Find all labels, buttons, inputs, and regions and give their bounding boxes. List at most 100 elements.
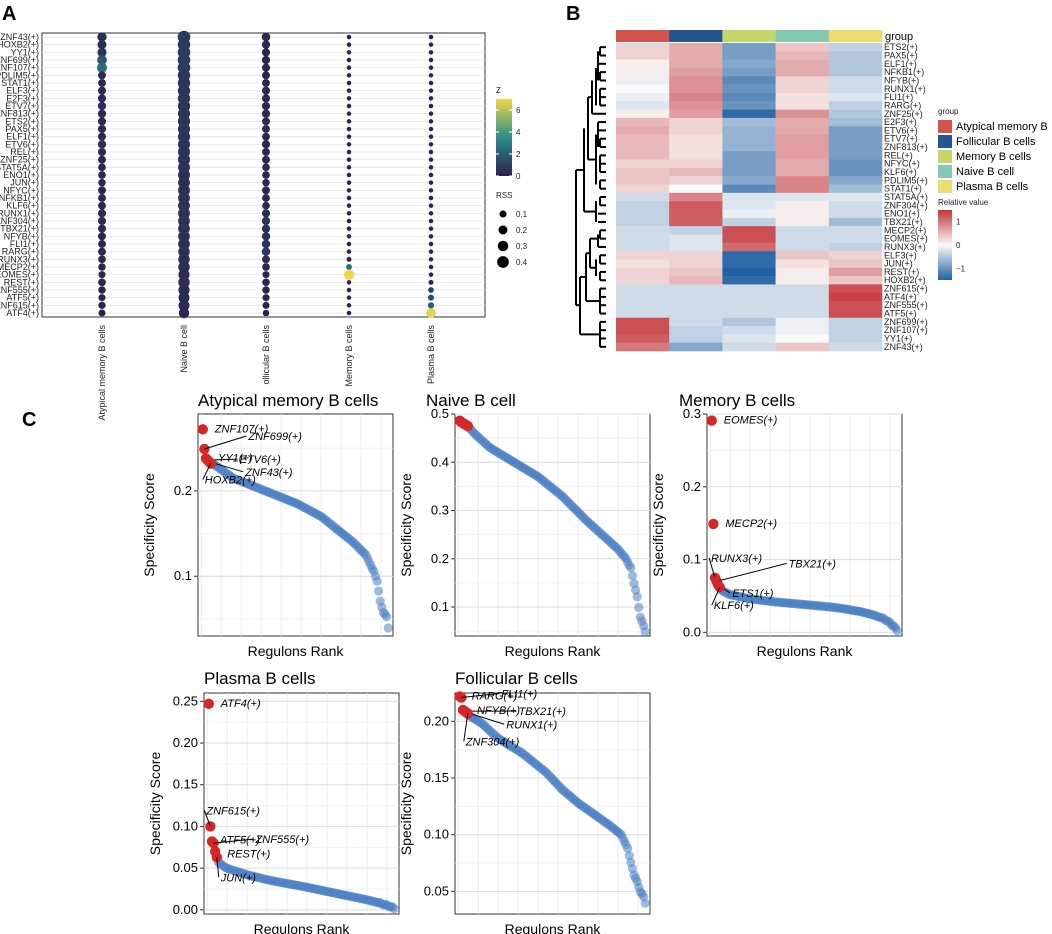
y-tick-label: 0.20 [173,735,198,750]
heatmap-cell [828,117,883,127]
heatmap-cell [828,284,883,294]
heatmap-cell [722,309,776,319]
dot-point [428,211,434,216]
heatmap-cell [828,192,883,202]
heatmap-cell [616,284,670,294]
x-axis-label: Regulons Rank [757,643,854,659]
heatmap-row-label: ZNF555(+) [884,300,928,310]
dot-point [346,157,352,162]
top-regulon-point [203,698,214,710]
dot-point [346,111,352,116]
dot-point [261,40,271,49]
y-tick-label: 0.3 [431,503,449,518]
heatmap-cell [722,67,776,77]
heatmap-cell [775,134,830,144]
dot-point [262,263,270,271]
row-label: ENO1(+) [3,170,39,180]
dot-point [346,287,352,293]
row-label: ETV6(+) [5,139,39,149]
heatmap-cell [722,301,776,310]
top-regulon-label: TBX21(+) [789,558,837,570]
dot-point [97,124,107,134]
dot-point [98,232,106,241]
group-annotation-cell [616,30,670,42]
row-label: RUNX1(+) [0,208,39,218]
heatmap-cell [775,309,830,319]
heatmap-cell [616,84,670,94]
dot-point [262,294,270,302]
dot-point [98,309,106,317]
heatmap-cell [722,326,776,335]
rss-legend-label: 0.3 [516,242,528,251]
heatmap-cell [616,259,670,269]
group-legend-swatch [938,180,952,193]
heatmap-cell [828,59,883,69]
dot-point [346,303,352,308]
row-label: ELF1(+) [6,132,39,142]
dot-point [262,155,270,164]
row-label: PAX5(+) [5,124,39,134]
dot-point [262,255,270,264]
dot-point [428,88,434,93]
group-legend-swatch [938,150,952,163]
dot-point [428,180,434,185]
dot-point [262,278,270,287]
row-label: EOMES(+) [0,270,39,280]
heatmap-cell [669,226,723,235]
heatmap-cell [828,184,883,194]
heatmap-cell [616,217,670,227]
dot-point [346,73,352,78]
heatmap-cell [722,234,776,244]
heatmap-cell [669,117,723,127]
heatmap-row-label: EOMES(+) [884,234,928,244]
group-legend-label: Follicular B cells [956,136,1036,148]
top-regulon-label: ZNF107(+) [214,423,269,435]
dot-point [261,94,271,103]
heatmap-row-label: PDLIM5(+) [884,175,928,185]
dot-point [96,62,108,73]
heatmap-row-label: JUN(+) [884,259,913,269]
rank-point [623,843,633,853]
heatmap-cell [722,59,776,69]
dot-point [261,109,271,118]
heatmap-cell [828,51,883,60]
heatmap-row-label: FLI1(+) [884,92,913,102]
heatmap-cell [722,342,776,352]
heatmap-cell [669,151,723,160]
heatmap-cell [828,326,883,335]
dot-point [428,73,434,78]
heatmap-cell [828,334,883,343]
heatmap-cell [828,126,883,135]
dot-point [178,292,190,304]
row-label: STAT1(+) [1,78,39,88]
dot-point [178,284,190,296]
top-regulon-label: RUNX1(+) [506,719,557,731]
label-leader-line [202,463,212,480]
dot-point [428,50,434,55]
heatmap-row-label: ATF4(+) [884,292,917,302]
heatmap-row-label: MECP2(+) [884,225,926,235]
scatter-title: Follicular B cells [455,669,578,688]
dot-point [346,218,352,224]
dot-point [261,209,271,218]
heatmap-row-label: ETV6(+) [884,125,918,135]
rank-point [372,576,382,586]
dot-point [262,286,270,294]
dot-point [346,50,352,55]
heatmap-cell [669,234,723,244]
y-tick-label: 0.25 [173,693,198,708]
y-tick-label: 0.4 [431,454,449,469]
dot-point [346,96,352,101]
heatmap-cell [616,251,670,260]
dot-point [346,149,352,155]
heatmap-cell [616,192,670,202]
top-regulon-label: FLI1(+) [501,689,537,701]
heatmap-row-label: STAT5A(+) [884,192,928,202]
value-tick-label: −1 [956,264,966,273]
heatmap-row-label: ELF3(+) [884,250,917,260]
dot-point [262,79,270,87]
dot-point [261,247,271,256]
dot-point [261,239,271,249]
top-regulon-label: YY1(+) [218,452,253,464]
heatmap-cell [722,126,776,135]
